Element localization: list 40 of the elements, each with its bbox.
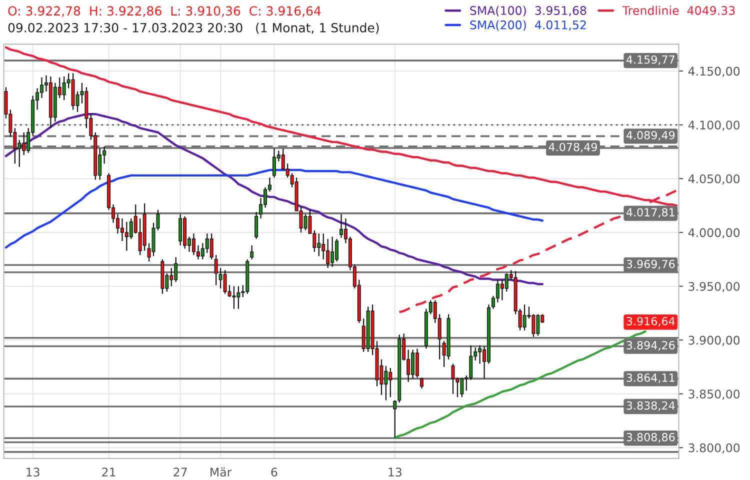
- annotation: 3.916,64: [626, 316, 675, 326]
- candlestick: [178, 214, 182, 246]
- y-tick-label: 4.150,00: [688, 66, 740, 77]
- x-tick-label: 27: [174, 468, 187, 476]
- candlestick: [210, 232, 214, 260]
- y-tick-label: 3.850,00: [688, 390, 740, 400]
- ref-line-label: 3.808,86: [626, 432, 675, 442]
- candlestick: [420, 377, 424, 390]
- candlestick: [522, 304, 526, 331]
- candlestick: [232, 286, 236, 310]
- x-tick-label: 21: [102, 468, 116, 476]
- ref-line-label: 3.838,24: [626, 401, 675, 411]
- y-tick-label: 3.800,00: [688, 443, 740, 454]
- ref-line-label: 4.017,81: [626, 208, 674, 218]
- x-tick-label: 13: [26, 468, 40, 477]
- ref-line-label: 4.159,77: [626, 55, 674, 65]
- ref-line-label: 4.089,49: [626, 130, 675, 141]
- y-tick-label: 4.000,00: [688, 228, 740, 238]
- candlestick: [214, 254, 218, 286]
- legend-label: SMA(200) 4.011,52: [470, 20, 586, 31]
- candlestick: [254, 211, 258, 240]
- y-tick-label: 3.900,00: [688, 336, 740, 346]
- chart-subtitle: 09.02.2023 17:30 - 17.03.2023 20:30 (1 Monat, 1 Stunde): [8, 22, 379, 34]
- legend-label: Trendlinie 4049.33: [622, 6, 735, 15]
- y-tick-label: 4.050,00: [688, 174, 740, 185]
- candlestick: [532, 314, 536, 338]
- candlestick: [393, 400, 397, 439]
- y-tick-label: 4.100,00: [688, 120, 740, 131]
- ref-line-label: 3.969,76: [626, 260, 675, 270]
- candlestick: [223, 270, 227, 294]
- ref-line-label: 3.894,26: [626, 341, 675, 351]
- y-tick-label: 3.950,00: [688, 282, 740, 292]
- legend-label: SMA(100) 3.951,68: [470, 6, 586, 16]
- x-tick-label: 6: [271, 468, 278, 477]
- ref-line-label: 3.864,11: [626, 373, 674, 384]
- x-tick-label: 13: [388, 468, 402, 477]
- ref-line-label: 4.078,49: [548, 142, 597, 152]
- x-tick-label: Mär: [210, 467, 232, 477]
- candlestick: [250, 244, 254, 260]
- chart-title: O: 3.922,78 H: 3.922,86 L: 3.910,36 C: 3.916,64: [8, 6, 321, 17]
